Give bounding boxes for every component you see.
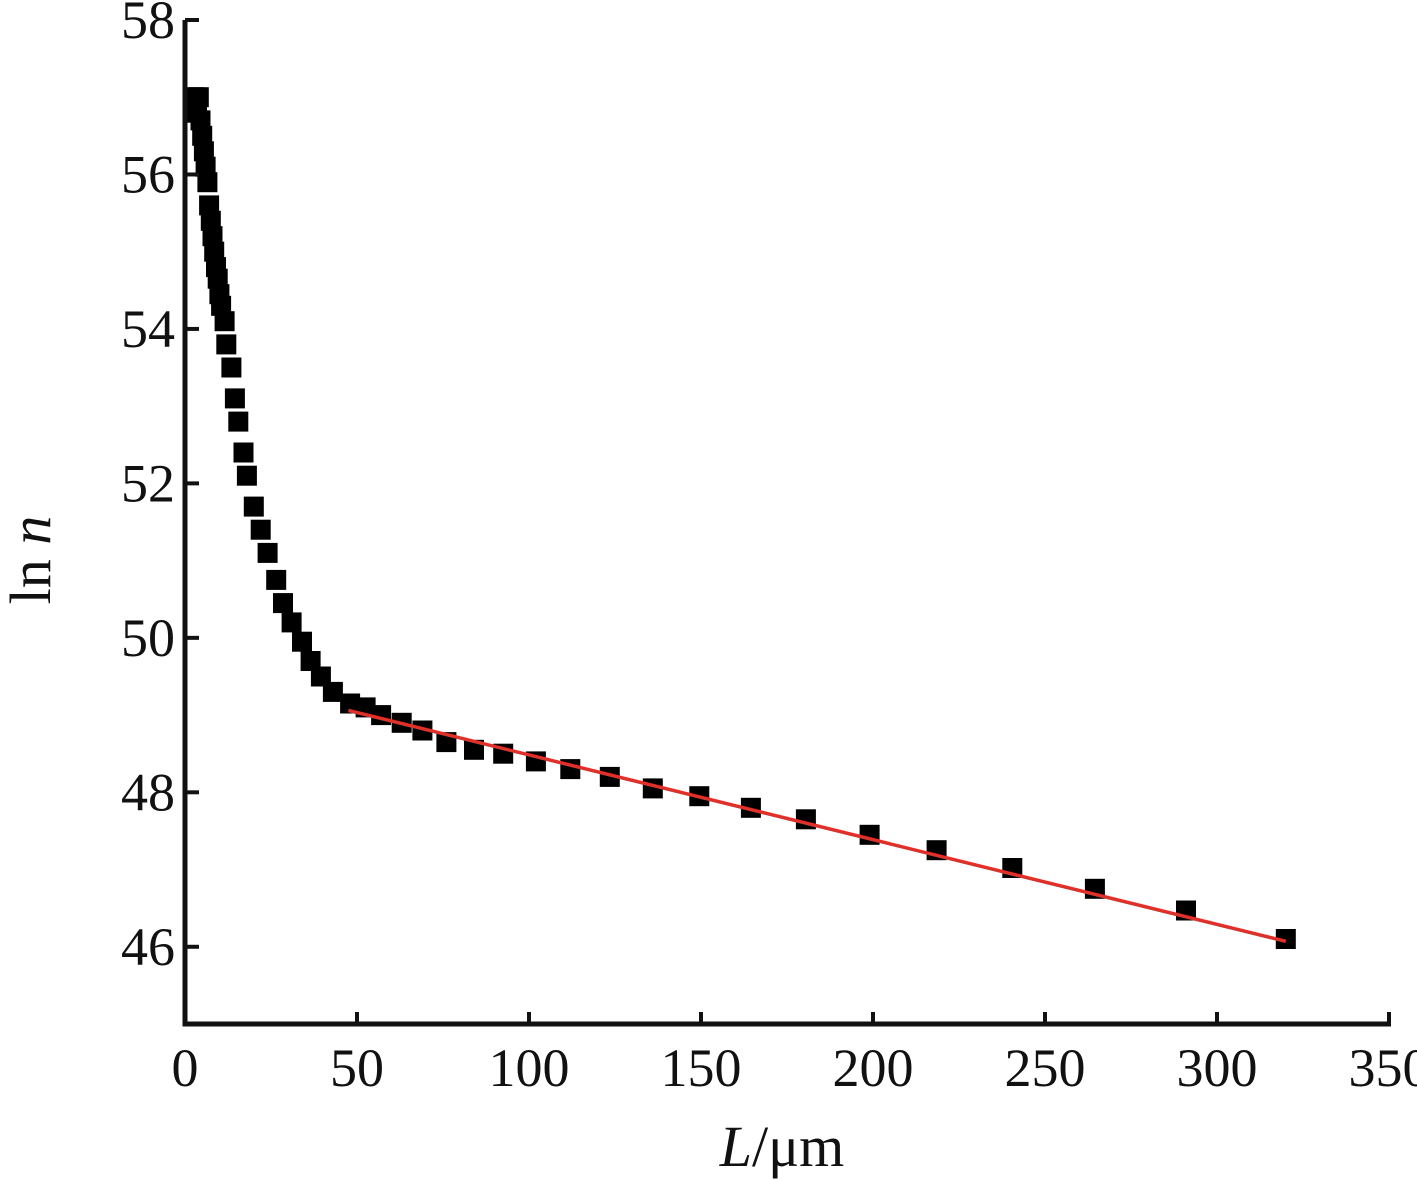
x-tick-label: 250 [1005,1038,1086,1098]
plot-marks [183,87,1296,949]
data-point [221,357,242,378]
data-point [310,666,331,687]
data-point [281,612,302,633]
data-point [195,156,216,177]
data-point [412,720,433,741]
data-point [266,569,287,590]
x-tick-label: 50 [330,1038,384,1098]
data-point [200,210,221,231]
data-point [202,226,223,247]
y-tick-label: 50 [121,608,175,668]
data-point [204,241,225,262]
data-point [199,195,220,216]
x-tick-label: 150 [661,1038,742,1098]
data-point [322,681,343,702]
data-point [192,125,213,146]
data-point [1275,929,1296,949]
data-point [236,465,257,486]
y-tick-label: 52 [121,453,175,513]
y-axis-title-prefix: ln [0,545,63,605]
data-point [207,268,228,289]
data-point [188,87,209,108]
data-point [243,496,264,517]
data-point [464,739,484,760]
data-point [216,334,237,355]
y-axis-title-symbol: n [0,516,63,545]
x-axis-title: L/μm [719,1114,845,1179]
y-tick-label: 54 [121,299,175,359]
x-tick-label: 100 [489,1038,570,1098]
data-point [257,542,278,563]
y-tick-label: 58 [121,0,175,50]
data-point [197,172,218,193]
data-point [273,593,293,614]
data-point [190,110,211,131]
tick-labels: 0 50 100 150 200 250 300 350 46 48 50 52 54 56 58 [121,0,1417,1098]
data-point [300,651,321,671]
data-point [211,295,232,316]
data-point [250,519,271,540]
fit-layer [347,708,1287,944]
x-tick-label: 200 [833,1038,914,1098]
y-axis-title: ln n [0,516,63,605]
y-tick-label: 56 [121,144,175,204]
data-point [340,693,361,714]
x-axis-title-unit: /μm [752,1114,844,1179]
x-tick-label: 300 [1177,1038,1258,1098]
fit-line [347,708,1287,944]
x-axis-title-symbol: L [719,1114,752,1179]
x-tick-label: 0 [172,1038,199,1098]
axes [182,18,1391,1027]
data-point [233,442,254,463]
data-point [292,631,312,652]
data-point [228,411,249,432]
y-tick-label: 48 [121,762,175,822]
y-tick-label: 46 [121,917,175,977]
data-point [214,311,235,332]
x-tick-label: 350 [1349,1038,1417,1098]
data-point [193,141,214,162]
data-point [224,388,245,409]
